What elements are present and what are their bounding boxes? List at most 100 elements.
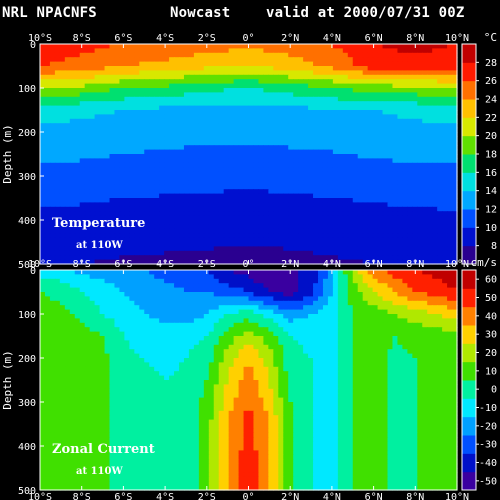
heatmap-cell bbox=[74, 305, 81, 311]
heatmap-cell bbox=[149, 224, 155, 230]
heatmap-cell bbox=[74, 237, 81, 243]
heatmap-cell bbox=[89, 237, 96, 243]
heatmap-cell bbox=[288, 206, 294, 212]
heatmap-cell bbox=[248, 52, 255, 58]
heatmap-cell bbox=[69, 154, 76, 159]
heatmap-cell bbox=[332, 274, 339, 280]
heatmap-cell bbox=[104, 140, 111, 146]
heatmap-cell bbox=[124, 283, 130, 289]
heatmap-cell bbox=[357, 233, 364, 239]
heatmap-cell bbox=[104, 74, 111, 80]
heatmap-cell bbox=[74, 176, 81, 181]
heatmap-cell bbox=[342, 189, 349, 195]
heatmap-cell bbox=[347, 132, 354, 137]
heatmap-cell bbox=[273, 127, 279, 133]
heatmap-cell bbox=[288, 114, 294, 120]
heatmap-cell bbox=[94, 206, 101, 212]
heatmap-cell bbox=[397, 176, 403, 181]
heatmap-cell bbox=[99, 110, 106, 115]
heatmap-cell bbox=[417, 127, 423, 133]
heatmap-cell bbox=[233, 206, 240, 212]
heatmap-cell bbox=[188, 189, 195, 195]
heatmap-cell bbox=[193, 278, 200, 284]
heatmap-cell bbox=[183, 88, 190, 93]
heatmap-cell bbox=[84, 123, 91, 129]
heatmap-cell bbox=[243, 224, 250, 230]
heatmap-cell bbox=[318, 74, 324, 80]
heatmap-cell bbox=[298, 171, 304, 177]
heatmap-cell bbox=[109, 228, 116, 234]
heatmap-cell bbox=[377, 242, 384, 247]
heatmap-cell bbox=[392, 70, 399, 76]
heatmap-cell bbox=[164, 246, 170, 252]
heatmap-cell bbox=[417, 114, 423, 120]
heatmap-cell bbox=[387, 127, 394, 133]
heatmap-cell bbox=[154, 149, 160, 155]
heatmap-cell bbox=[442, 149, 448, 155]
heatmap-cell bbox=[44, 180, 51, 186]
heatmap-cell bbox=[263, 79, 269, 85]
heatmap-cell bbox=[74, 136, 81, 142]
heatmap-cell bbox=[318, 96, 324, 102]
heatmap-cell bbox=[174, 202, 180, 208]
heatmap-cell bbox=[84, 132, 91, 137]
heatmap-cell bbox=[84, 167, 91, 173]
heatmap-cell bbox=[442, 246, 448, 252]
heatmap-cell bbox=[218, 70, 225, 76]
heatmap-cell bbox=[154, 278, 160, 284]
heatmap-cell bbox=[392, 162, 399, 168]
heatmap-cell bbox=[263, 154, 269, 159]
heatmap-cell bbox=[263, 233, 269, 239]
heatmap-cell bbox=[248, 57, 255, 63]
heatmap-cell bbox=[422, 292, 428, 297]
heatmap-cell bbox=[54, 66, 61, 71]
heatmap-cell bbox=[318, 52, 324, 58]
heatmap-cell bbox=[208, 189, 215, 195]
heatmap-cell bbox=[164, 118, 170, 124]
heatmap-cell bbox=[352, 176, 359, 181]
heatmap-cell bbox=[352, 132, 359, 137]
heatmap-cell bbox=[253, 158, 260, 164]
heatmap-cell bbox=[303, 250, 309, 256]
heatmap-cell bbox=[248, 114, 255, 120]
heatmap-cell bbox=[288, 180, 294, 186]
heatmap-cell bbox=[223, 149, 230, 155]
heatmap-cell bbox=[188, 149, 195, 155]
heatmap-cell bbox=[447, 167, 453, 173]
heatmap-cell bbox=[203, 101, 210, 107]
heatmap-cell bbox=[372, 211, 379, 217]
heatmap-cell bbox=[268, 132, 274, 137]
heatmap-cell bbox=[49, 101, 56, 107]
heatmap-cell bbox=[288, 300, 294, 306]
heatmap-cell bbox=[372, 123, 379, 129]
heatmap-cell bbox=[89, 48, 96, 54]
heatmap-cell bbox=[218, 259, 225, 265]
heatmap-cell bbox=[188, 242, 195, 247]
heatmap-cell bbox=[124, 215, 130, 221]
heatmap-cell bbox=[258, 140, 264, 146]
heatmap-cell bbox=[44, 250, 51, 256]
heatmap-cell bbox=[94, 255, 101, 261]
heatmap-cell bbox=[109, 167, 116, 173]
heatmap-cell bbox=[427, 202, 433, 208]
heatmap-cell bbox=[332, 300, 339, 306]
heatmap-cell bbox=[124, 110, 130, 115]
heatmap-cell bbox=[188, 114, 195, 120]
heatmap-cell bbox=[228, 57, 235, 63]
heatmap-cell bbox=[49, 246, 56, 252]
heatmap-cell bbox=[183, 224, 190, 230]
heatmap-cell bbox=[104, 114, 111, 120]
heatmap-cell bbox=[452, 211, 458, 217]
heatmap-cell bbox=[278, 167, 284, 173]
heatmap-cell bbox=[318, 140, 324, 146]
heatmap-cell bbox=[188, 123, 195, 129]
heatmap-cell bbox=[59, 211, 66, 217]
heatmap-cell bbox=[268, 215, 274, 221]
heatmap-cell bbox=[313, 96, 319, 102]
heatmap-cell bbox=[104, 255, 111, 261]
heatmap-cell bbox=[248, 110, 255, 115]
heatmap-cell bbox=[149, 259, 155, 265]
heatmap-cell bbox=[357, 145, 364, 151]
heatmap-cell bbox=[293, 255, 299, 261]
heatmap-cell bbox=[169, 118, 175, 124]
